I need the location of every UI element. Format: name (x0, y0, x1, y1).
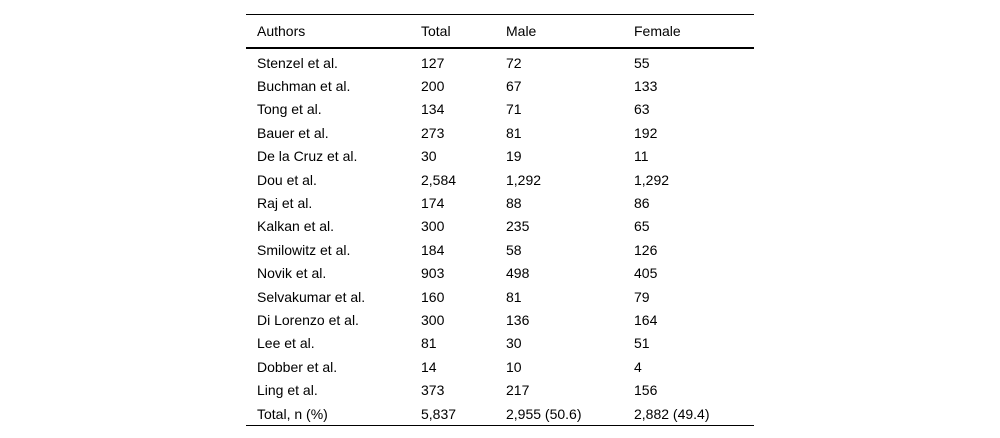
header-male: Male (506, 23, 537, 39)
table-row: Dobber et al. 14 10 4 (246, 355, 754, 378)
table-row: Selvakumar et al. 160 81 79 (246, 285, 754, 308)
table-cell: 63 (634, 101, 650, 118)
table-cell: Lee et al. (257, 335, 315, 352)
table-cell: 126 (634, 241, 658, 258)
table-cell: Smilowitz et al. (257, 241, 351, 258)
table-cell: 164 (634, 311, 658, 328)
table-header: Authors Total Male Female (246, 15, 754, 48)
table-cell: 88 (506, 195, 522, 212)
table-cell: 300 (421, 218, 445, 235)
table-cell: Novik et al. (257, 265, 327, 282)
table-row: De la Cruz et al. 30 19 11 (246, 145, 754, 168)
table-cell: 498 (506, 265, 530, 282)
table-cell: 2,955 (50.6) (506, 405, 582, 422)
table-cell: 235 (506, 218, 530, 235)
table-cell: 81 (506, 124, 522, 141)
table-cell: Dobber et al. (257, 358, 338, 375)
table-row: Raj et al. 174 88 86 (246, 191, 754, 214)
table-row: Lee et al. 81 30 51 (246, 332, 754, 355)
table-cell: 273 (421, 124, 445, 141)
table-cell: 217 (506, 382, 530, 399)
table-header-row: Authors Total Male Female (246, 15, 754, 48)
table-cell: 300 (421, 311, 445, 328)
table-cell: 30 (421, 148, 437, 165)
table-row: Kalkan et al. 300 235 65 (246, 215, 754, 238)
table-cell: Tong et al. (257, 101, 322, 118)
table-cell: 71 (506, 101, 522, 118)
table-cell: 79 (634, 288, 650, 305)
table-cell: 1,292 (634, 171, 670, 188)
header-total: Total (421, 23, 451, 39)
table-cell: 405 (634, 265, 658, 282)
table-cell: Buchman et al. (257, 78, 351, 95)
table-cell: 81 (421, 335, 437, 352)
table-cell: 2,584 (421, 171, 457, 188)
table-cell: 160 (421, 288, 445, 305)
table-cell: 184 (421, 241, 445, 258)
table-row: Di Lorenzo et al. 300 136 164 (246, 308, 754, 331)
table-cell: 11 (634, 148, 649, 165)
table-cell: Total, n (%) (257, 405, 328, 422)
table-cell: 192 (634, 124, 658, 141)
table-cell: Dou et al. (257, 171, 317, 188)
table-row: Total, n (%) 5,837 2,955 (50.6) 2,882 (49.4… (246, 402, 754, 426)
authors-sex-table: Authors Total Male Female Stenzel et al.… (246, 14, 754, 427)
table-cell: 4 (634, 358, 642, 375)
table-row: Novik et al. 903 498 405 (246, 262, 754, 285)
table-cell: 55 (634, 54, 650, 71)
table-cell: Ling et al. (257, 382, 318, 399)
table-cell: 14 (421, 358, 437, 375)
table-cell: De la Cruz et al. (257, 148, 358, 165)
table-cell: 200 (421, 78, 445, 95)
table-cell: 174 (421, 195, 445, 212)
table-cell: 65 (634, 218, 650, 235)
table-row: Stenzel et al. 127 72 55 (246, 48, 754, 74)
table-cell: 30 (506, 335, 522, 352)
table-cell: 2,882 (49.4) (634, 405, 710, 422)
table-cell: 67 (506, 78, 522, 95)
table-cell: Di Lorenzo et al. (257, 311, 359, 328)
table-cell: 10 (506, 358, 522, 375)
table-cell: 72 (506, 54, 522, 71)
table-cell: 51 (634, 335, 650, 352)
table-row: Dou et al. 2,584 1,292 1,292 (246, 168, 754, 191)
table-row: Ling et al. 373 217 156 (246, 378, 754, 401)
table-cell: Stenzel et al. (257, 54, 338, 71)
table-row: Smilowitz et al. 184 58 126 (246, 238, 754, 261)
table-cell: 58 (506, 241, 522, 258)
table-cell: Raj et al. (257, 195, 313, 212)
table-row: Bauer et al. 273 81 192 (246, 121, 754, 144)
table-cell: 81 (506, 288, 522, 305)
table-cell: Selvakumar et al. (257, 288, 366, 305)
table-cell: 373 (421, 382, 445, 399)
header-female: Female (634, 23, 681, 39)
table-cell: 86 (634, 195, 650, 212)
table-row: Tong et al. 134 71 63 (246, 98, 754, 121)
table-cell: 133 (634, 78, 658, 95)
table-cell: 1,292 (506, 171, 542, 188)
table-row: Buchman et al. 200 67 133 (246, 74, 754, 97)
table-cell: 19 (506, 148, 522, 165)
table-cell: 5,837 (421, 405, 457, 422)
table-body: Stenzel et al. 127 72 55 Buchman et al. 200 67… (246, 48, 754, 426)
table-cell: 134 (421, 101, 445, 118)
table-cell: 156 (634, 382, 658, 399)
table-cell: Kalkan et al. (257, 218, 335, 235)
table-cell: 903 (421, 265, 445, 282)
header-authors: Authors (257, 23, 306, 39)
table-cell: 127 (421, 54, 445, 71)
table-cell: 136 (506, 311, 530, 328)
table-cell: Bauer et al. (257, 124, 329, 141)
